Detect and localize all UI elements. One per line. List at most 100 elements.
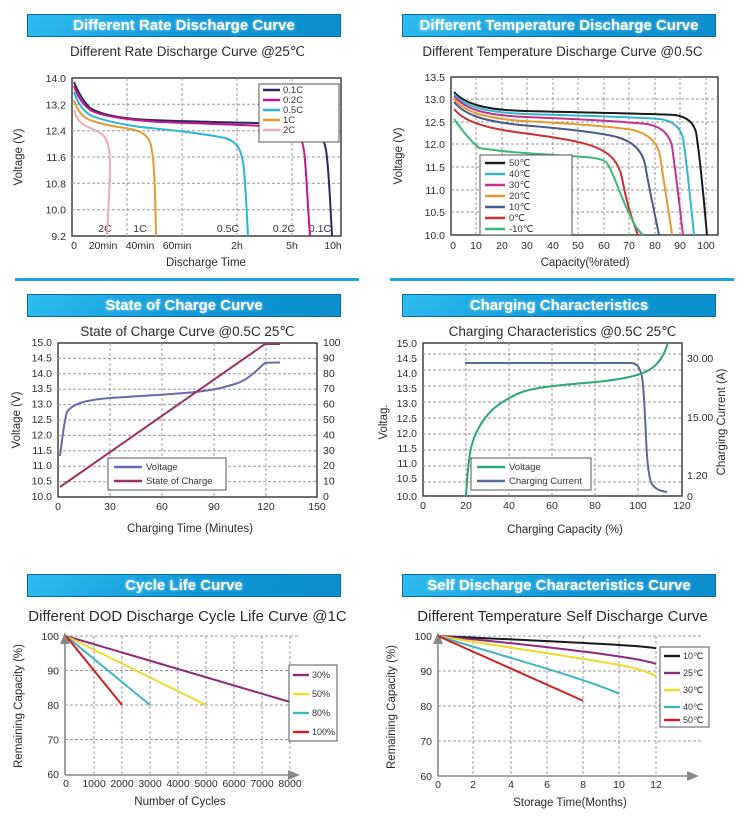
svg-text:50%: 50% [312, 689, 330, 699]
svg-text:60: 60 [323, 399, 335, 411]
svg-text:14.5: 14.5 [397, 353, 418, 365]
svg-text:Charging Current (A): Charging Current (A) [716, 368, 728, 475]
svg-text:2C: 2C [283, 125, 295, 136]
svg-text:10.0: 10.0 [425, 230, 446, 242]
svg-text:0.2C: 0.2C [273, 223, 296, 235]
svg-text:8000: 8000 [278, 778, 302, 790]
svg-text:6000: 6000 [222, 778, 246, 790]
svg-text:Voltage: Voltage [146, 462, 178, 473]
svg-text:14.5: 14.5 [32, 352, 53, 364]
svg-text:0: 0 [55, 501, 61, 513]
svg-text:12.4: 12.4 [46, 126, 67, 138]
svg-text:Capacity(%rated): Capacity(%rated) [541, 257, 630, 269]
svg-text:20: 20 [323, 460, 335, 472]
svg-text:12.5: 12.5 [425, 117, 446, 129]
svg-text:100: 100 [697, 240, 715, 252]
svg-text:10h: 10h [324, 240, 342, 252]
svg-text:40min: 40min [126, 240, 155, 252]
svg-text:13.0: 13.0 [397, 398, 418, 410]
svg-text:60: 60 [47, 769, 59, 781]
svg-text:30: 30 [323, 445, 335, 457]
svg-text:80: 80 [420, 701, 432, 713]
svg-text:11.0: 11.0 [425, 185, 445, 197]
svg-text:6: 6 [544, 779, 550, 791]
svg-text:Discharge Time: Discharge Time [166, 257, 246, 269]
svg-text:4: 4 [508, 779, 514, 791]
svg-text:0℃: 0℃ [509, 213, 525, 224]
svg-text:20min: 20min [89, 240, 118, 252]
svg-text:13.2: 13.2 [46, 99, 67, 111]
svg-text:-10℃: -10℃ [509, 224, 534, 235]
svg-text:12.0: 12.0 [425, 139, 446, 151]
svg-text:10.8: 10.8 [46, 178, 67, 190]
svg-text:10.5: 10.5 [397, 473, 418, 485]
svg-text:2h: 2h [231, 240, 243, 252]
svg-text:40℃: 40℃ [683, 702, 703, 712]
svg-text:Voltag.: Voltag. [378, 404, 390, 439]
svg-text:25℃: 25℃ [683, 668, 703, 678]
svg-text:Voltage (V): Voltage (V) [13, 128, 25, 185]
svg-text:State of Charge: State of Charge [146, 476, 213, 487]
svg-text:Remaining Capacity (%): Remaining Capacity (%) [13, 644, 25, 768]
svg-text:40: 40 [323, 429, 335, 441]
svg-text:10: 10 [613, 779, 625, 791]
svg-text:11.0: 11.0 [32, 460, 52, 472]
svg-text:12.0: 12.0 [397, 428, 418, 440]
svg-text:Number of Cycles: Number of Cycles [134, 796, 226, 808]
svg-text:13.5: 13.5 [32, 383, 53, 395]
svg-text:Voltage (V): Voltage (V) [393, 127, 405, 184]
svg-text:60: 60 [598, 240, 610, 252]
svg-text:100: 100 [414, 631, 432, 643]
svg-text:60: 60 [156, 501, 168, 513]
svg-text:10℃: 10℃ [509, 202, 531, 213]
svg-text:0: 0 [420, 500, 426, 512]
svg-text:Charging Time (Minutes): Charging Time (Minutes) [127, 523, 253, 535]
svg-text:10.0: 10.0 [397, 491, 418, 503]
svg-text:13.5: 13.5 [397, 383, 418, 395]
svg-text:40: 40 [503, 500, 515, 512]
svg-text:70: 70 [623, 240, 635, 252]
svg-text:10: 10 [323, 476, 335, 488]
svg-text:150: 150 [308, 501, 326, 513]
svg-text:30: 30 [104, 501, 116, 513]
svg-text:8: 8 [580, 779, 586, 791]
svg-text:60: 60 [546, 500, 558, 512]
svg-text:10.5: 10.5 [32, 476, 53, 488]
svg-text:80: 80 [323, 368, 335, 380]
svg-text:30℃: 30℃ [509, 180, 531, 191]
svg-text:10.0: 10.0 [32, 491, 53, 503]
svg-text:12.5: 12.5 [32, 414, 53, 426]
svg-text:50: 50 [323, 414, 335, 426]
svg-text:60min: 60min [163, 240, 192, 252]
svg-text:11.5: 11.5 [32, 445, 52, 457]
svg-text:80%: 80% [312, 708, 330, 718]
svg-text:11.0: 11.0 [397, 458, 417, 470]
svg-text:1000: 1000 [82, 778, 106, 790]
svg-text:50℃: 50℃ [509, 158, 531, 169]
svg-text:50℃: 50℃ [683, 715, 703, 725]
svg-text:15.0: 15.0 [397, 338, 418, 350]
svg-text:80: 80 [649, 240, 661, 252]
svg-text:5h: 5h [286, 240, 298, 252]
svg-text:7000: 7000 [250, 778, 274, 790]
svg-text:30: 30 [521, 240, 533, 252]
svg-text:Charging Capacity (%): Charging Capacity (%) [507, 524, 623, 536]
svg-text:5000: 5000 [194, 778, 218, 790]
svg-text:2000: 2000 [110, 778, 134, 790]
svg-text:70: 70 [323, 383, 335, 395]
svg-text:50: 50 [572, 240, 584, 252]
svg-text:1C: 1C [133, 223, 147, 235]
svg-text:30℃: 30℃ [683, 685, 703, 695]
svg-text:15.0: 15.0 [32, 337, 53, 349]
svg-text:20℃: 20℃ [509, 191, 531, 202]
svg-text:13.5: 13.5 [425, 72, 446, 84]
svg-text:Voltage (V): Voltage (V) [11, 391, 23, 448]
svg-text:Charging Current: Charging Current [509, 476, 582, 487]
svg-text:70: 70 [47, 735, 59, 747]
svg-text:12.0: 12.0 [32, 429, 53, 441]
svg-text:30.00: 30.00 [687, 353, 713, 365]
svg-text:14.0: 14.0 [32, 368, 53, 380]
svg-text:120: 120 [673, 500, 691, 512]
svg-text:15.00: 15.00 [687, 412, 713, 424]
svg-text:13.0: 13.0 [425, 94, 446, 106]
